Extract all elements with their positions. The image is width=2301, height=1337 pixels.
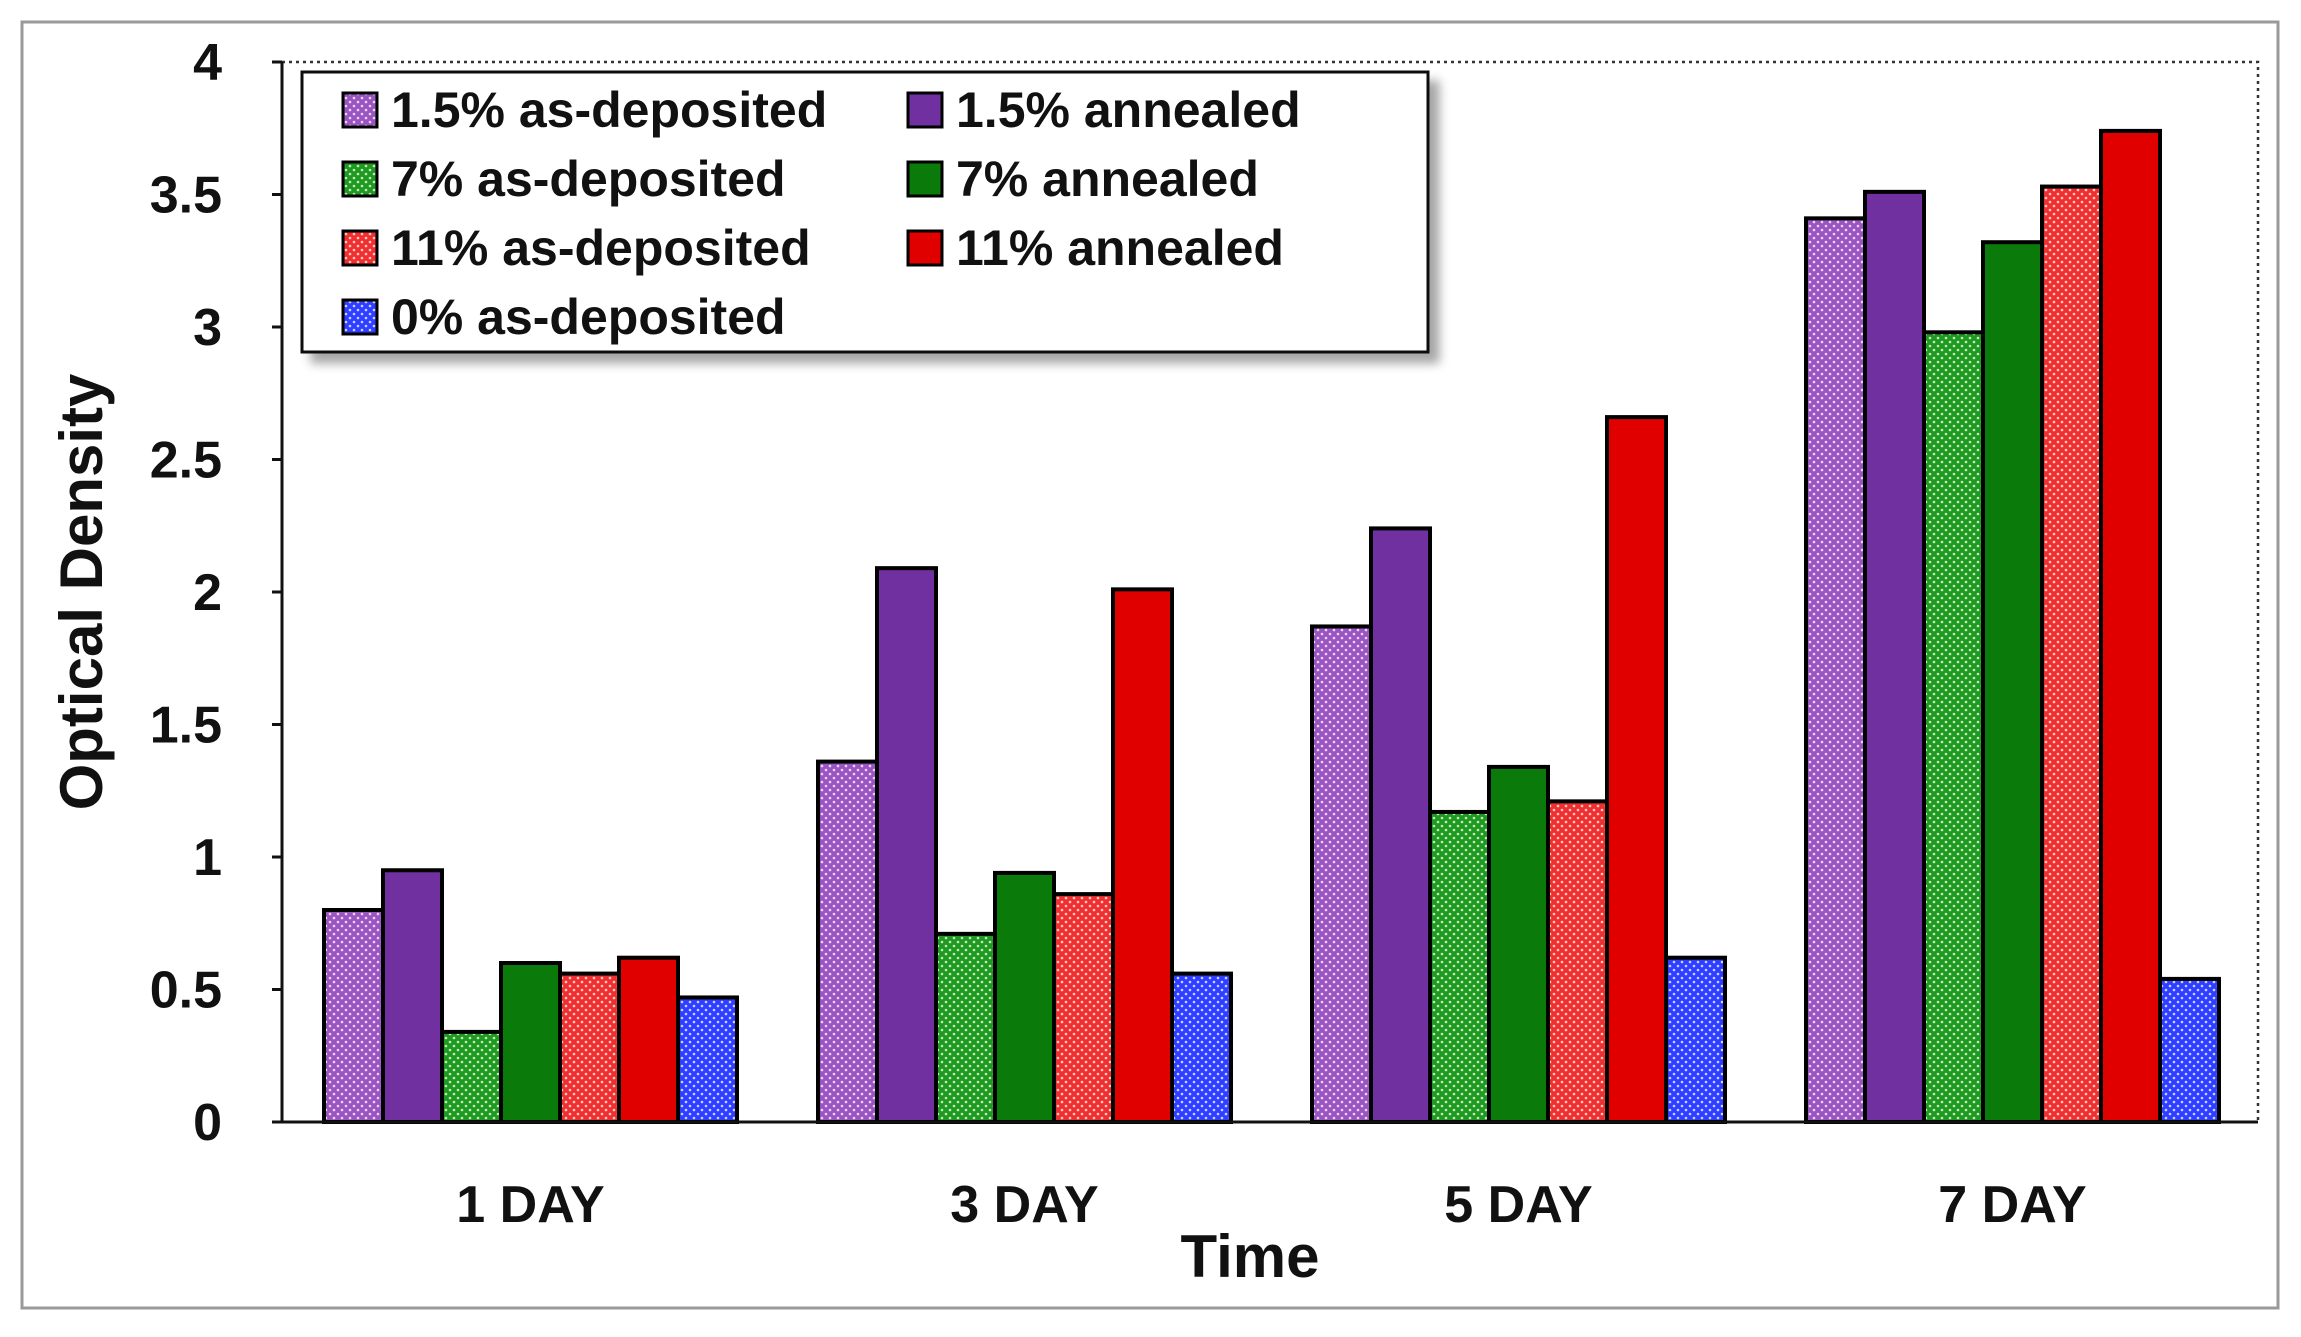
y-tick-label: 1 [193,829,222,887]
bar [1983,242,2042,1122]
legend-swatch-outline [341,229,379,267]
bar-dot-texture [1666,957,1725,1122]
bar-dot-texture [2042,186,2101,1123]
legend-swatch-texture [343,231,377,265]
y-tick-label: 1.5 [150,697,222,755]
bar-dot-texture [1924,332,1983,1122]
legend-swatch [908,93,942,127]
x-axis-categories: 1 DAY 3 DAY 5 DAY 7 DAY [456,1176,2086,1234]
y-tick-label: 2.5 [150,432,222,490]
plot-area-border [280,60,2260,1124]
legend-box [300,70,1430,354]
legend-swatch-texture [343,93,377,127]
bar [2101,130,2160,1122]
y-tick-label: 0.5 [150,962,222,1020]
legend-swatch-outline [341,160,379,198]
bar-dot-texture [442,1031,501,1122]
bar [1489,766,1548,1122]
bar [995,872,1054,1122]
bar-dot-texture [1172,973,1231,1122]
x-category-label: 5 DAY [1444,1176,1592,1234]
x-category-label: 1 DAY [456,1176,604,1234]
legend-swatch-texture [343,300,377,334]
bars-layer [322,128,2221,1125]
x-category-label: 3 DAY [950,1176,1098,1234]
legend-swatch-outline [906,229,944,267]
bar-dot-texture [2160,978,2219,1122]
bar-dot-texture [818,761,877,1122]
bar [1113,589,1172,1122]
bar-dot-texture [936,933,995,1122]
y-tick-label: 2 [193,564,222,622]
legend-label: 11% as-deposited [391,220,811,276]
legend-swatch [908,231,942,265]
bar [1371,528,1430,1122]
bar-dot-texture [324,910,383,1122]
x-axis-title: Time [1181,1223,1320,1290]
y-axis-ticks: 0 0.5 1 1.5 2 2.5 3 3.5 4 [150,34,282,1152]
legend-label: 1.5% annealed [956,82,1301,138]
bar [877,568,936,1122]
bar-dot-texture [1430,811,1489,1122]
bar [619,957,678,1122]
legend-swatch-outline [341,91,379,129]
bar-dot-texture [1548,801,1607,1122]
legend-swatch [908,162,942,196]
bar-dot-texture [560,973,619,1122]
legend-label: 1.5% as-deposited [391,82,827,138]
y-axis-title: Optical Density [48,373,115,810]
y-tick-label: 3.5 [150,167,222,225]
bar-dot-texture [1054,894,1113,1122]
y-tick-label: 4 [193,34,222,92]
legend-swatch-outline [341,298,379,336]
legend-swatch-texture [343,162,377,196]
bar [1865,191,1924,1123]
legend-label: 11% annealed [956,220,1284,276]
legend-swatch-outline [906,91,944,129]
bar [383,870,442,1122]
bar [1607,417,1666,1123]
x-category-label: 7 DAY [1938,1176,2086,1234]
bar-dot-texture [678,997,737,1122]
bar [501,963,560,1122]
bar-dot-texture [1806,218,1865,1123]
y-tick-label: 0 [193,1094,222,1152]
y-tick-label: 3 [193,299,222,357]
legend-label: 0% as-deposited [391,289,786,345]
legend: 1.5% as-deposited 1.5% annealed 7% as-depo… [300,70,1430,354]
bar-dot-texture [1312,626,1371,1122]
legend-swatch-outline [906,160,944,198]
legend-label: 7% annealed [956,151,1259,207]
legend-label: 7% as-deposited [391,151,786,207]
